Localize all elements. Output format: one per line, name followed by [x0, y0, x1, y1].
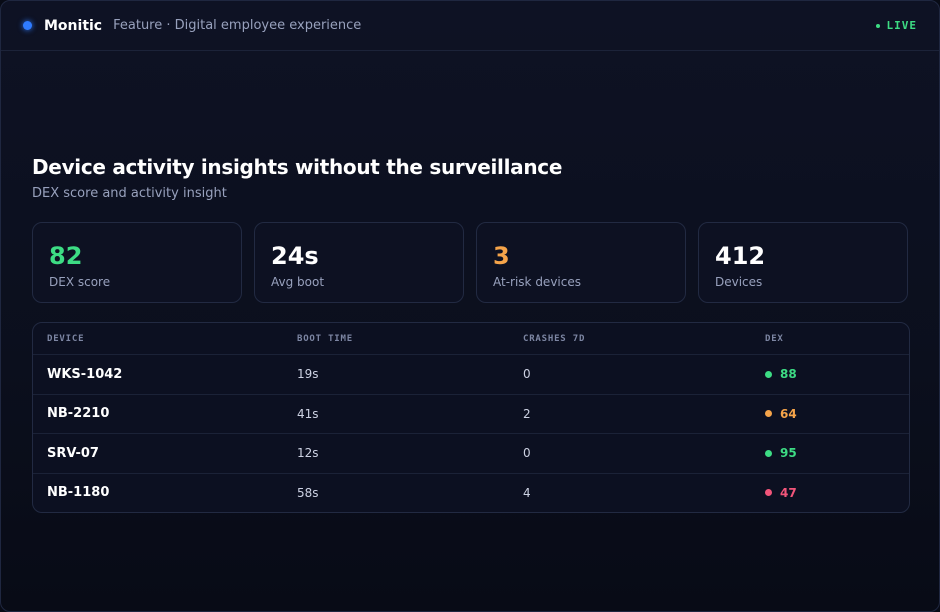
stat-value: 82	[49, 242, 83, 270]
stat-value: 3	[493, 242, 510, 270]
table-row[interactable]: WKS-1042 19s 0 88	[33, 354, 909, 394]
dex-score: 47	[765, 486, 909, 500]
brand-name: Monitic	[44, 17, 103, 34]
device-name: NB-2210	[47, 406, 110, 422]
page-subtitle: DEX score and activity insight	[32, 186, 227, 201]
column-header-dex: DEX	[765, 333, 784, 344]
table-header: DEVICE BOOT TIME CRASHES 7D DEX	[33, 323, 909, 354]
stat-label: DEX score	[49, 275, 111, 289]
dex-score: 88	[765, 367, 909, 381]
stat-card-devices: 412 Devices	[698, 222, 908, 303]
header-subtitle: Feature · Digital employee experience	[113, 18, 362, 33]
dex-score: 95	[765, 446, 909, 460]
top-bar: Monitic Feature · Digital employee exper…	[1, 1, 939, 51]
stat-value: 412	[715, 242, 766, 270]
dex-value: 47	[780, 485, 797, 500]
stat-card-dex-score: 82 DEX score	[32, 222, 242, 303]
device-name: NB-1180	[47, 485, 110, 501]
stat-card-at-risk: 3 At-risk devices	[476, 222, 686, 303]
crash-count: 4	[523, 485, 531, 500]
stat-label: Devices	[715, 275, 763, 289]
devices-table: DEVICE BOOT TIME CRASHES 7D DEX WKS-1042…	[32, 322, 910, 513]
boot-time: 58s	[297, 485, 319, 500]
dex-score: 64	[765, 407, 909, 421]
column-header-device: DEVICE	[47, 333, 85, 344]
boot-time: 41s	[297, 406, 319, 421]
stats-row: 82 DEX score 24s Avg boot 3 At-risk devi…	[32, 222, 908, 303]
status-dot-icon	[765, 489, 772, 497]
device-name: WKS-1042	[47, 366, 123, 382]
crash-count: 2	[523, 406, 531, 421]
dex-value: 64	[780, 406, 797, 421]
boot-time: 12s	[297, 446, 319, 461]
status-dot-icon	[765, 370, 772, 378]
live-status-label: LIVE	[886, 19, 917, 32]
column-header-boot-time: BOOT TIME	[297, 333, 353, 344]
table-row[interactable]: SRV-07 12s 0 95	[33, 433, 909, 473]
live-dot-icon	[875, 23, 880, 28]
stat-label: At-risk devices	[493, 275, 581, 289]
live-status-badge: LIVE	[875, 19, 918, 32]
table-row[interactable]: NB-2210 41s 2 64	[33, 393, 909, 434]
brand-logo-icon	[23, 21, 32, 30]
stat-card-avg-boot: 24s Avg boot	[254, 222, 464, 303]
boot-time: 19s	[297, 367, 319, 382]
device-name: SRV-07	[47, 445, 99, 461]
stat-label: Avg boot	[271, 275, 325, 289]
stat-value: 24s	[271, 242, 319, 270]
crash-count: 0	[523, 367, 531, 382]
crash-count: 0	[523, 446, 531, 461]
page-title: Device activity insights without the sur…	[32, 155, 563, 179]
dex-value: 88	[780, 367, 797, 382]
column-header-crashes: CRASHES 7D	[523, 333, 586, 344]
table-row[interactable]: NB-1180 58s 4 47	[33, 472, 909, 513]
status-dot-icon	[765, 410, 772, 418]
dex-value: 95	[780, 446, 797, 461]
status-dot-icon	[765, 449, 772, 457]
